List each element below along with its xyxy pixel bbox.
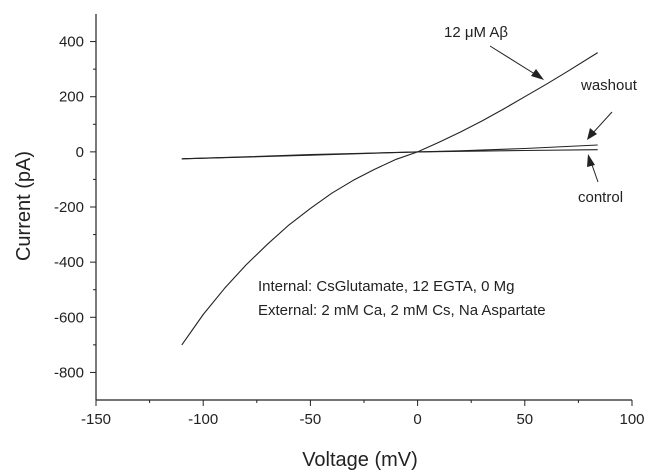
abeta-arrowhead: [531, 69, 544, 80]
x-tick-label: 50: [516, 411, 533, 428]
y-tick-label: -200: [54, 199, 84, 216]
series-line-abeta: [181, 52, 598, 346]
y-tick-label: -600: [54, 309, 84, 326]
x-tick-label: 100: [619, 411, 644, 428]
series-group: [181, 52, 598, 346]
y-tick-label: -800: [54, 364, 84, 381]
ticks: -150 -100 -50 0 50 100 400 200 0 -200 -400 -600 -800: [54, 34, 645, 428]
internal-solution-note: Internal: CsGlutamate, 12 EGTA, 0 Mg: [258, 278, 515, 295]
y-tick-label: -400: [54, 254, 84, 271]
series-line-control: [181, 149, 598, 160]
abeta-arrow: [489, 45, 539, 77]
control-arrowhead: [587, 154, 595, 167]
abeta-series-label: 12 μM Aβ: [444, 24, 508, 41]
washout-arrow: [591, 111, 613, 135]
x-tick-label: -100: [188, 411, 218, 428]
x-tick-label: -150: [81, 411, 111, 428]
x-tick-label: -50: [300, 411, 322, 428]
x-tick-label: 0: [413, 411, 421, 428]
annotation-arrows: [489, 45, 613, 183]
axes: [95, 14, 632, 401]
y-tick-label: 400: [59, 34, 84, 51]
external-solution-note: External: 2 mM Ca, 2 mM Cs, Na Aspartate: [258, 302, 546, 319]
x-axis-title: Voltage (mV): [302, 449, 418, 471]
y-axis-title: Current (pA): [13, 151, 35, 261]
washout-series-label: washout: [580, 77, 638, 94]
washout-arrowhead: [587, 128, 597, 140]
y-tick-label: 200: [59, 89, 84, 106]
y-tick-label: 0: [76, 144, 84, 161]
control-series-label: control: [578, 189, 623, 206]
